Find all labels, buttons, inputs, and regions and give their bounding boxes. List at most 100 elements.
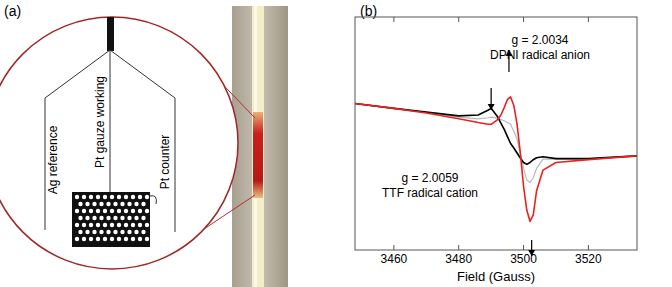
gauze-hole [110,209,114,213]
gauze-hole [138,223,142,227]
gauze-hole [134,230,138,234]
gauze-hole [120,202,124,206]
x-tick-label: 3480 [445,252,472,266]
electrode-rod [107,17,114,51]
gauze-hole [110,195,114,199]
gauze-hole [82,237,86,241]
gauze-hole [99,202,103,206]
gauze-hole [134,216,138,220]
gauze-hole [124,223,128,227]
x-tick [588,245,589,250]
gauze-hole [117,237,121,241]
annotation: g = 2.0034 [511,33,568,47]
gauze-hole [92,216,96,220]
gauze-hole [82,195,86,199]
gauze-hole [85,202,89,206]
arrow-head [528,250,535,256]
gauze-hole [141,216,145,220]
panel-label: (a) [4,3,21,19]
gauze-hole [75,223,79,227]
gauze-hole [78,202,82,206]
series-group [355,97,637,222]
gauze-hole [117,195,121,199]
gauze-hole [75,195,79,199]
gauze-hole [131,195,135,199]
gauze-hole [113,216,117,220]
gauze-hole [124,195,128,199]
gauze-hole [113,230,117,234]
gauze-hole [117,223,121,227]
gauze-hole [75,209,79,213]
gauze-hole [113,202,117,206]
gauze-hole [89,223,93,227]
gauze-hole [145,223,149,227]
gauze-hole [85,216,89,220]
gauze-hole [124,237,128,241]
spectrum-line [355,104,637,165]
gauze-hole [89,195,93,199]
gauze-hole [92,230,96,234]
pt-gauze [72,192,150,247]
x-tick-top [458,17,459,22]
annotation: TTF radical cation [382,186,478,200]
gauze-hole [138,195,142,199]
gauze-hole [106,230,110,234]
gauze-hole [134,202,138,206]
gauze-hole [141,202,145,206]
gauze-hole [131,209,135,213]
gauze-hole [103,223,107,227]
x-tick-top [523,17,524,22]
gauze-hole [92,202,96,206]
x-tick [523,245,524,250]
x-axis-label: Field (Gauss) [457,269,535,284]
gauze-hole [103,209,107,213]
gauze-hole [145,195,149,199]
x-tick-label: 3520 [575,252,602,266]
gauze-hole [127,202,131,206]
spectrum-line [355,97,637,222]
gauze-hole [96,237,100,241]
figure: (a)Ag referencePt gauze workingPt counte… [0,0,672,287]
gauze-hole [78,230,82,234]
gauze-hole [117,209,121,213]
x-tick-label: 3460 [381,252,408,266]
gauze-loop [150,196,156,204]
gauze-hole [75,237,79,241]
gauze-hole [127,230,131,234]
electrode-label: Pt gauze working [93,76,107,168]
gauze-hole [110,237,114,241]
arrow-head [488,104,495,110]
gauze-hole [124,209,128,213]
gauze-hole [131,223,135,227]
gauze-hole [145,209,149,213]
gauze-hole [103,237,107,241]
gauze-hole [82,223,86,227]
gauze-hole [85,230,89,234]
gauze-hole [138,209,142,213]
gauze-hole [138,237,142,241]
annotation: DPNI radical anion [490,48,590,62]
gauze-hole [96,223,100,227]
gauze-hole [131,237,135,241]
gauze-hole [89,237,93,241]
x-tick-label: 3500 [510,252,537,266]
electrode-label: Pt counter [158,135,172,190]
annotation: g = 2.0059 [401,171,458,185]
gauze-hole [110,223,114,227]
gauze-hole [120,230,124,234]
plot-frame [355,17,637,250]
gauze-hole [120,216,124,220]
gauze-hole [103,195,107,199]
gauze-hole [145,237,149,241]
x-tick-top [588,17,589,22]
gauze-hole [99,216,103,220]
gauze-hole [82,209,86,213]
gauze-hole [106,202,110,206]
gauze-hole [99,230,103,234]
zoom-circle [0,17,238,269]
x-tick [458,245,459,250]
x-tick [393,245,394,250]
gauze-hole [78,216,82,220]
photo [232,6,288,287]
gauze-hole [96,209,100,213]
